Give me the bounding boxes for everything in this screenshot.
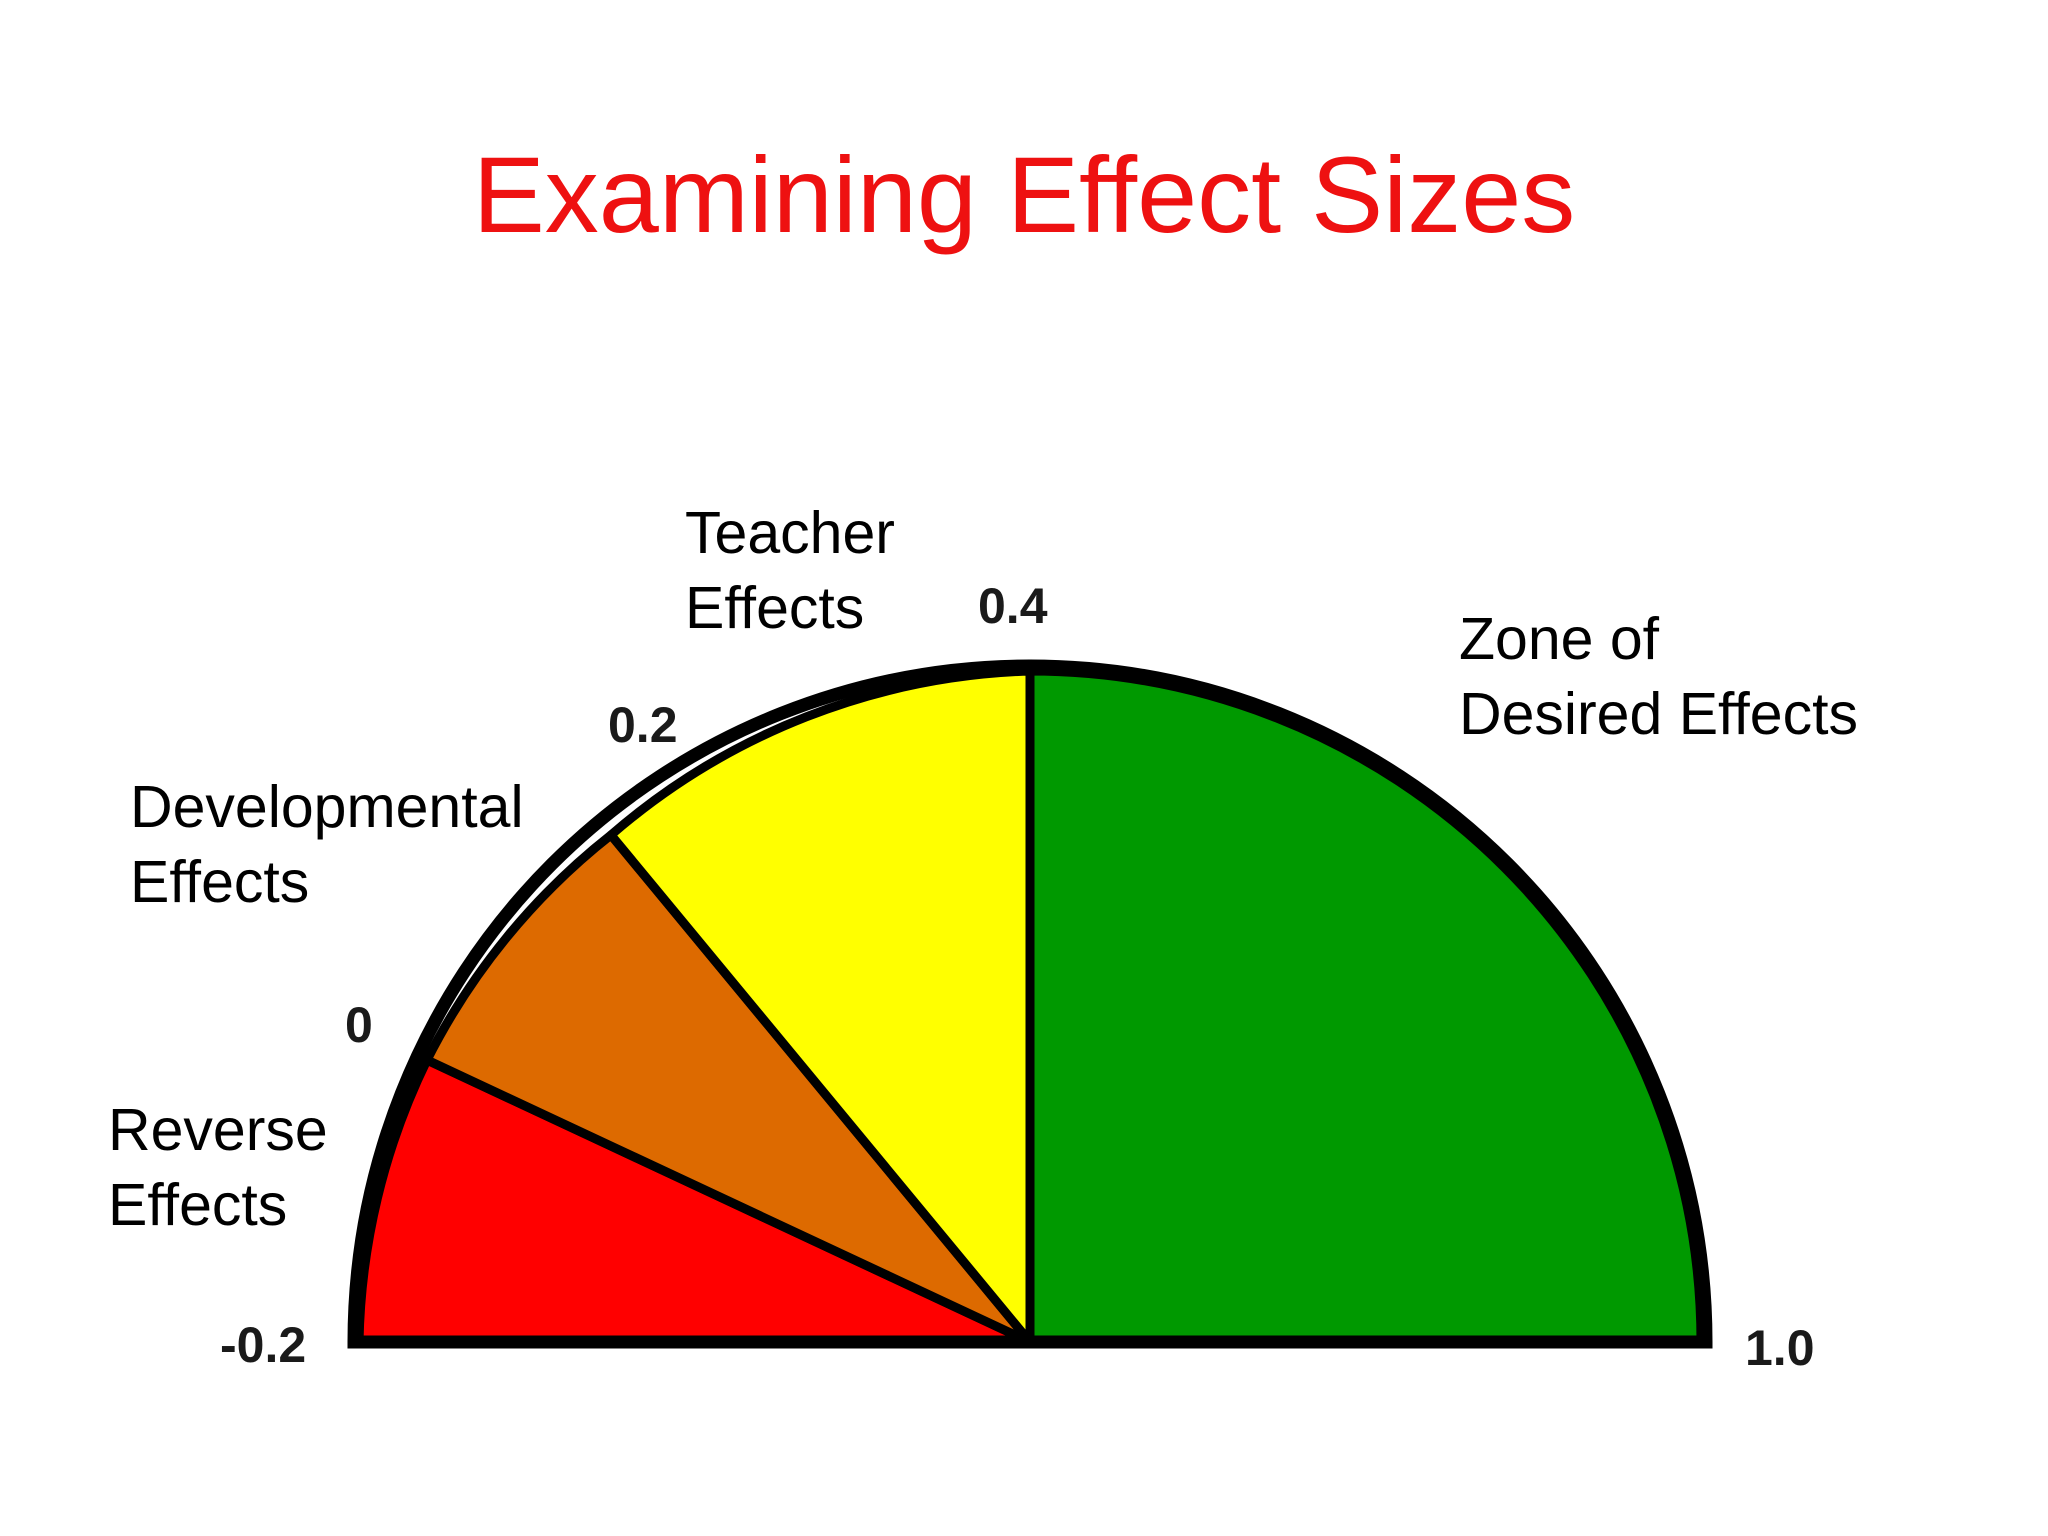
slide-title: Examining Effect Sizes [472,134,1576,255]
wedge-desired-effects [1025,666,1706,1347]
wedge-developmental-effects [422,830,1035,1347]
tick-label-0-2: 0.2 [608,697,678,753]
label-teacher-effects: Teacher Effects [685,500,911,641]
tick-label-1-0: 1.0 [1745,1320,1815,1376]
label-developmental-effects: Developmental Effects [130,774,540,915]
wedge-teacher-effects [606,666,1035,1347]
label-desired-effects: Zone of Desired Effects [1459,606,1858,747]
tick-label-0-4: 0.4 [978,578,1048,634]
gauge-outline [347,659,1713,1349]
label-reverse-effects: Reverse Effects [108,1097,344,1238]
tick-label-0: 0 [345,997,373,1053]
tick-label-neg-0-2: -0.2 [220,1317,306,1373]
